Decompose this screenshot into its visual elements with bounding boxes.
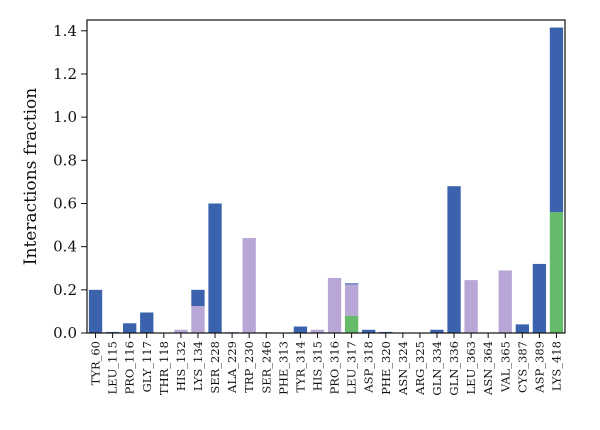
- x-tick-label-phe-313: PHE_313: [276, 341, 290, 395]
- bar-his-132-segment-1: [174, 329, 188, 333]
- y-tick-label: 1.4: [53, 22, 77, 40]
- x-tick-label-ala-229: ALA_229: [225, 341, 239, 394]
- y-axis: 0.0 0.2 0.4 0.6 0.8 1.0 1.2 1.4: [53, 22, 87, 342]
- y-tick-label: 0.0: [53, 324, 77, 342]
- bar-his-315-segment-1: [310, 329, 325, 333]
- bar-tyr-314-segment-2: [293, 326, 308, 333]
- bar-lys-134-segment-1: [191, 306, 205, 333]
- x-tick-label-phe-320: PHE_320: [379, 341, 393, 395]
- x-tick-label-tyr-314: TYR_314: [293, 341, 307, 393]
- x-tick-label-thr-118: THR_118: [157, 341, 171, 395]
- x-tick-label-asp-389: ASP_389: [532, 341, 546, 394]
- x-tick-label-val-365: VAL_365: [498, 341, 512, 393]
- x-tick-label-pro-316: PRO_316: [328, 341, 342, 395]
- plot-frame: [86, 19, 566, 334]
- x-axis: TYR_60 LEU_115 PRO_116 GLY_117 THR_118 HIS_13…: [89, 333, 563, 396]
- y-tick-label: 0.2: [53, 281, 77, 299]
- bar-gly-117-segment-2: [140, 312, 154, 333]
- x-tick-label-leu-363: LEU_363: [464, 341, 478, 394]
- bar-leu-317-segment-0: [344, 315, 359, 333]
- x-tick-label-asn-364: ASN_364: [481, 341, 495, 396]
- bar-asp-389-segment-2: [532, 263, 547, 333]
- x-tick-label-his-315: HIS_315: [310, 341, 324, 391]
- y-tick-label: 0.6: [53, 194, 77, 212]
- y-axis-title: Interactions fraction: [21, 88, 41, 265]
- y-tick-label: 0.8: [53, 151, 77, 169]
- y-tick-label: 1.0: [53, 108, 77, 126]
- bar-gln-334-segment-2: [430, 329, 444, 333]
- x-tick-label-asp-318: ASP_318: [362, 341, 376, 394]
- x-tick-label-tyr-60: TYR_60: [89, 341, 103, 385]
- bar-val-365-segment-1: [498, 270, 512, 333]
- bars-group: [88, 27, 564, 334]
- x-tick-label-cys-387: CYS_387: [515, 341, 529, 393]
- bar-leu-317-segment-2: [344, 283, 359, 285]
- x-tick-label-arg-325: ARG_325: [413, 341, 427, 396]
- bar-lys-134-segment-2: [191, 289, 205, 307]
- bar-ser-228-segment-2: [208, 203, 222, 333]
- y-tick-label: 0.4: [53, 238, 77, 256]
- bar-leu-363-segment-1: [464, 280, 478, 333]
- bar-lys-418-segment-2: [549, 27, 564, 213]
- x-tick-label-gly-117: GLY_117: [140, 341, 154, 392]
- x-tick-label-gln-336: GLN_336: [447, 341, 461, 396]
- bar-lys-418-segment-0: [549, 212, 564, 333]
- x-tick-label-lys-418: LYS_418: [549, 341, 563, 391]
- x-tick-label-pro-116: PRO_116: [123, 341, 137, 395]
- y-tick-label: 1.2: [53, 65, 77, 83]
- x-tick-label-trp-230: TRP_230: [242, 341, 256, 393]
- x-tick-label-lys-134: LYS_134: [191, 341, 205, 391]
- bar-pro-316-segment-1: [327, 277, 342, 333]
- x-tick-label-his-132: HIS_132: [174, 341, 188, 391]
- x-tick-label-leu-317: LEU_317: [345, 341, 359, 394]
- bar-pro-116-segment-2: [123, 323, 137, 333]
- bar-trp-230-segment-1: [242, 238, 256, 333]
- bar-gln-336-segment-2: [447, 186, 461, 333]
- bar-asp-318-segment-2: [362, 329, 376, 333]
- x-tick-label-ser-246: SER_246: [259, 341, 273, 394]
- bar-leu-317-segment-1: [344, 284, 359, 316]
- x-tick-label-asn-324: ASN_324: [396, 341, 410, 396]
- bar-cys-387-segment-2: [515, 324, 529, 333]
- x-tick-label-ser-228: SER_228: [208, 341, 222, 394]
- bar-tyr-60-segment-2: [88, 289, 103, 333]
- x-tick-label-gln-334: GLN_334: [430, 341, 444, 396]
- x-tick-label-leu-115: LEU_115: [106, 341, 120, 394]
